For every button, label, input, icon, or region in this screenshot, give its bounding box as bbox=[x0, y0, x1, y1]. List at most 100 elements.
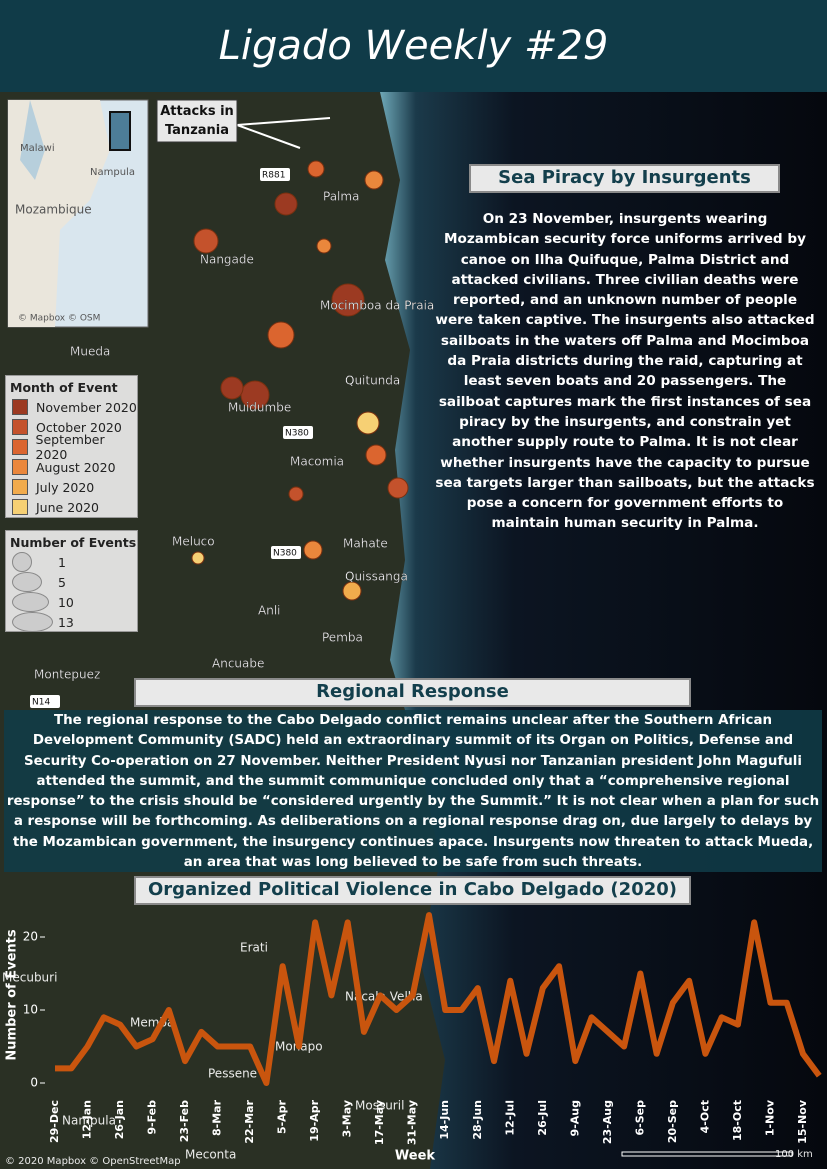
x-tick-label: 29-Dec bbox=[48, 1100, 61, 1143]
legend-swatch bbox=[12, 399, 28, 415]
x-tick-label: 26-Jul bbox=[536, 1100, 549, 1136]
place-label: Montepuez bbox=[34, 668, 100, 682]
header-title: Ligado Weekly #29 bbox=[218, 23, 609, 69]
x-tick-label: 23-Aug bbox=[601, 1100, 614, 1144]
event-marker bbox=[342, 581, 362, 601]
x-tick-label: 19-Apr bbox=[308, 1099, 321, 1141]
background-label: Mecuburi bbox=[2, 971, 57, 985]
legend-label: July 2020 bbox=[36, 479, 95, 495]
x-tick-label: 1-Nov bbox=[763, 1099, 776, 1136]
event-markers bbox=[191, 160, 409, 601]
event-marker bbox=[274, 192, 298, 216]
event-marker bbox=[191, 551, 205, 565]
scale-bar bbox=[621, 1151, 793, 1157]
legend-swatch bbox=[12, 479, 28, 495]
background-label: Mossuril bbox=[355, 1099, 404, 1113]
legend-label: August 2020 bbox=[36, 459, 116, 475]
legend-size-circle bbox=[12, 592, 50, 612]
road-shield bbox=[283, 426, 313, 439]
event-marker bbox=[267, 321, 295, 349]
road-label: N380 bbox=[273, 549, 297, 559]
legend-item: July 2020 bbox=[6, 477, 137, 497]
place-label: Mocimboa da Praia bbox=[320, 299, 434, 313]
legend-label: September 2020 bbox=[35, 432, 105, 462]
inset-label: © Mapbox © OSM bbox=[18, 314, 100, 324]
x-tick-label: 18-Oct bbox=[731, 1100, 744, 1141]
road-label: N380 bbox=[285, 429, 309, 439]
place-label: Pemba bbox=[322, 631, 363, 645]
x-tick-label: 26-Jan bbox=[113, 1100, 126, 1139]
event-marker bbox=[331, 283, 365, 317]
x-tick-label: 31-May bbox=[406, 1100, 419, 1145]
y-axis-label: Number of Events bbox=[5, 929, 20, 1060]
x-tick-label: 8-Mar bbox=[211, 1099, 224, 1136]
x-tick-label: 17-May bbox=[373, 1100, 386, 1145]
x-tick-label: 9-Feb bbox=[146, 1100, 159, 1135]
legend-title: Number of Events bbox=[10, 535, 137, 550]
x-tick-label: 6-Sep bbox=[633, 1100, 646, 1136]
background-label: Pessene bbox=[208, 1067, 257, 1081]
x-tick-label: 12-Jan bbox=[81, 1100, 94, 1139]
event-marker bbox=[220, 376, 244, 400]
chart-title: Organized Political Violence in Cabo Del… bbox=[134, 876, 691, 905]
background-label: 100 km bbox=[775, 1149, 813, 1160]
road-shield bbox=[271, 546, 301, 559]
road-label: R881 bbox=[262, 171, 285, 181]
header-bar bbox=[0, 0, 827, 92]
inset-label: Mozambique bbox=[15, 203, 92, 217]
callout-arrow bbox=[236, 124, 301, 149]
x-tick-label: 3-May bbox=[341, 1100, 354, 1137]
place-label: Meluco bbox=[172, 535, 215, 549]
month-legend: Month of Event November 2020 October 2020 S… bbox=[5, 375, 138, 518]
size-legend: Number of Events 1 5 10 13 bbox=[5, 530, 138, 632]
inset-label: Malawi bbox=[20, 143, 55, 154]
place-label: Mueda bbox=[70, 345, 110, 359]
legend-swatch bbox=[12, 459, 28, 475]
event-marker bbox=[193, 228, 219, 254]
road-shield bbox=[30, 695, 60, 708]
legend-label: 10 bbox=[57, 594, 74, 610]
road-label: N14 bbox=[32, 698, 50, 708]
x-axis-label: Week bbox=[395, 1149, 436, 1164]
place-label: Quissanga bbox=[345, 570, 408, 584]
event-marker bbox=[364, 170, 384, 190]
legend-swatch bbox=[12, 499, 28, 515]
background-label: Nampula bbox=[62, 1114, 116, 1128]
legend-item: August 2020 bbox=[6, 457, 137, 477]
x-tick-label: 23-Feb bbox=[178, 1100, 191, 1142]
legend-size-circle bbox=[12, 612, 53, 632]
x-tick-label: 4-Oct bbox=[698, 1100, 711, 1133]
legend-label: November 2020 bbox=[36, 399, 137, 415]
inset-lake bbox=[20, 100, 45, 180]
legend-size-circle bbox=[12, 552, 32, 572]
event-marker bbox=[307, 160, 325, 178]
piracy-body: On 23 November, insurgents wearing Mozam… bbox=[435, 211, 815, 532]
x-tick-label: 28-Jun bbox=[471, 1100, 484, 1140]
legend-item: 13 bbox=[6, 612, 137, 632]
place-label: Mahate bbox=[343, 537, 388, 551]
background-label: Meconta bbox=[185, 1148, 236, 1162]
regional-body: The regional response to the Cabo Delgad… bbox=[6, 713, 820, 871]
legend-item: 5 bbox=[6, 572, 137, 592]
legend-label: June 2020 bbox=[36, 499, 100, 515]
regional-panel bbox=[4, 710, 822, 872]
background-label: Erati bbox=[240, 941, 268, 955]
legend-swatch bbox=[12, 439, 28, 455]
regional-title: Regional Response bbox=[134, 678, 691, 707]
x-tick-label: 5-Apr bbox=[276, 1099, 289, 1134]
background-label: © 2020 Mapbox © OpenStreetMap bbox=[5, 1156, 181, 1167]
y-tick-label: 20 bbox=[23, 930, 38, 944]
series-line bbox=[55, 912, 822, 1086]
place-label: Anli bbox=[258, 604, 280, 618]
event-marker bbox=[316, 238, 332, 254]
legend-item: September 2020 bbox=[6, 432, 137, 462]
place-label: Muidumbe bbox=[228, 401, 291, 415]
legend-item: November 2020 bbox=[6, 397, 137, 417]
place-label: Nangade bbox=[200, 253, 254, 267]
place-label: Palma bbox=[323, 190, 359, 204]
event-marker bbox=[303, 540, 323, 560]
callout-box bbox=[156, 99, 238, 143]
legend-item: June 2020 bbox=[6, 497, 137, 517]
legend-label: 5 bbox=[57, 574, 66, 590]
